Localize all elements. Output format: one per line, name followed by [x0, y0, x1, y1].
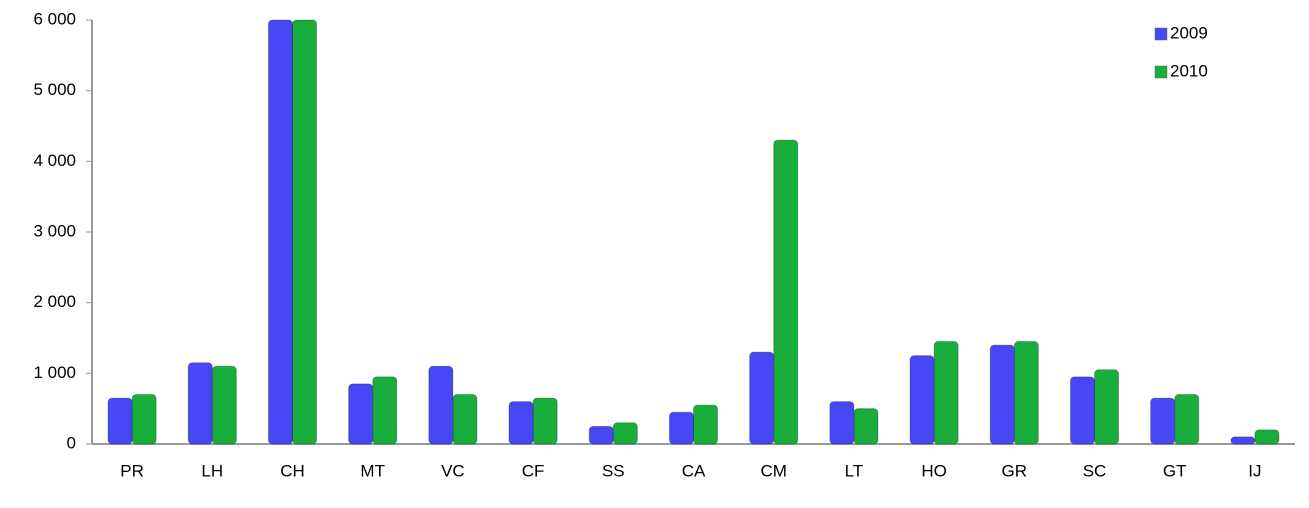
bar [532, 397, 558, 445]
y-tick-label: 4 000 [33, 151, 76, 170]
x-tick-label: CM [760, 461, 786, 480]
legend-label: 2010 [1170, 61, 1208, 80]
bar [668, 411, 695, 445]
x-tick-label: LH [201, 461, 223, 480]
x-tick-label: CA [682, 461, 706, 480]
bar [452, 394, 478, 445]
y-tick-label: 1 000 [33, 363, 76, 382]
y-tick-label: 3 000 [33, 221, 76, 240]
bar [267, 19, 294, 445]
y-tick-label: 0 [67, 433, 76, 452]
bar [131, 394, 157, 445]
x-tick-label: PR [120, 461, 144, 480]
x-tick-label: SC [1083, 461, 1107, 480]
x-tick-label: GR [1002, 461, 1028, 480]
bar [749, 351, 775, 445]
bar [1254, 429, 1280, 445]
bar [853, 408, 879, 445]
bar [989, 344, 1015, 445]
bar [909, 355, 935, 445]
x-tick-label: IJ [1248, 461, 1261, 480]
bar [211, 365, 237, 445]
y-tick-label: 2 000 [33, 292, 76, 311]
bar [372, 376, 398, 445]
x-tick-label: SS [602, 461, 625, 480]
x-tick-label: LT [845, 461, 864, 480]
x-tick-label: CH [280, 461, 305, 480]
x-tick-label: CF [522, 461, 545, 480]
bar [107, 397, 133, 445]
legend-swatch [1154, 27, 1168, 41]
bar [292, 19, 318, 445]
x-tick-label: VC [441, 461, 465, 480]
bar [508, 401, 534, 445]
bar [588, 425, 614, 445]
x-tick-label: MT [360, 461, 385, 480]
y-tick-label: 5 000 [33, 80, 76, 99]
bar [187, 362, 213, 445]
y-tick-label: 6 000 [33, 9, 76, 28]
bar [1230, 436, 1256, 445]
x-tick-label: GT [1163, 461, 1187, 480]
legend-swatch [1154, 65, 1168, 79]
bar [1094, 369, 1120, 445]
bar [1013, 341, 1039, 445]
legend-label: 2009 [1170, 23, 1208, 42]
bar [428, 365, 454, 445]
x-tick-label: HO [921, 461, 947, 480]
bar [1150, 397, 1176, 445]
bar [1174, 394, 1200, 445]
bar [612, 422, 638, 445]
bar [933, 341, 959, 445]
bar [773, 139, 799, 445]
bar [1069, 376, 1095, 445]
bar [348, 383, 374, 445]
bar [693, 404, 719, 445]
bar [829, 401, 855, 445]
